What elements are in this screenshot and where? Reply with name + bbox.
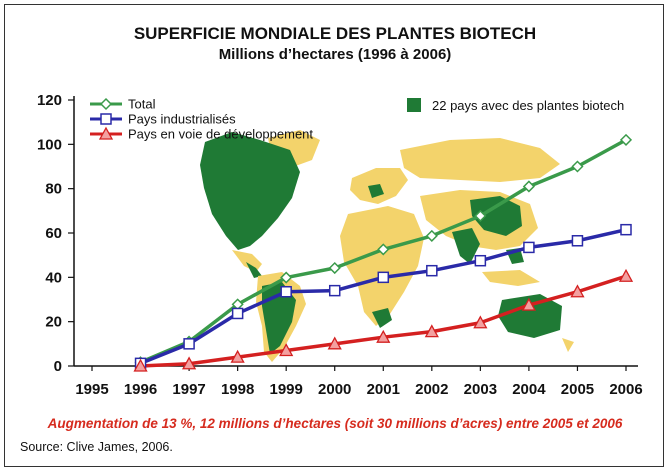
series-3-point <box>570 284 585 298</box>
series-3-point <box>424 324 439 338</box>
series-1-point <box>425 229 438 242</box>
axes: 0 20 40 60 80 100 120 1995 1996 1997 1998 1999 2000 2… <box>37 92 643 398</box>
source-note: Source: Clive James, 2006. <box>20 440 173 454</box>
series-2-point <box>523 241 535 254</box>
legend-label: Pays industrialisés <box>128 112 236 127</box>
y-tick-label: 60 <box>45 225 62 242</box>
chart-subtitle: Millions d’hectares (1996 à 2006) <box>219 46 452 63</box>
series-3-point <box>376 329 391 343</box>
series-1-point <box>377 243 390 256</box>
series-3-point <box>230 349 245 363</box>
y-tick-label: 40 <box>45 269 62 286</box>
x-tick-label: 1996 <box>124 381 157 398</box>
footer-note: Augmentation de 13 %, 12 millions d’hect… <box>47 416 623 431</box>
chart-title: SUPERFICIE MONDIALE DES PLANTES BIOTECH <box>134 24 536 43</box>
series-3-point <box>521 297 537 311</box>
series-layer <box>133 133 634 372</box>
series-2-point <box>571 235 584 247</box>
series-2-point <box>474 254 487 267</box>
x-tick-label: 1997 <box>172 381 205 398</box>
x-tick-label: 2000 <box>318 381 351 398</box>
x-tick-label: 1999 <box>269 381 302 398</box>
legend-label: Pays en voie de développement <box>128 127 313 142</box>
series-1-point <box>619 133 633 146</box>
series-2-point <box>377 271 390 284</box>
x-tick-label: 2002 <box>415 381 448 398</box>
annotation-text: 22 pays avec des plantes biotech <box>432 98 624 113</box>
x-tick-label: 1998 <box>221 381 254 398</box>
series-2-point <box>426 264 438 277</box>
series-3-point <box>473 315 488 329</box>
y-tick-label: 0 <box>54 358 62 375</box>
legend-marker <box>98 126 114 140</box>
x-tick-label: 2003 <box>464 381 497 398</box>
legend-label: Total <box>128 97 156 112</box>
world-map-image <box>200 130 574 362</box>
chart-frame <box>4 4 664 467</box>
series-2-point <box>280 285 292 298</box>
series-3-point <box>279 343 294 357</box>
annotation: 22 pays avec des plantes biotech <box>407 98 624 113</box>
series-1-point <box>474 209 487 222</box>
series-2-point <box>620 223 632 236</box>
series-2-point <box>183 338 195 350</box>
x-tick-label: 1995 <box>75 381 108 398</box>
series-1-point <box>571 160 584 173</box>
x-tick-label: 2005 <box>561 381 594 398</box>
y-tick-label: 20 <box>45 314 62 331</box>
series-1-point <box>328 261 341 275</box>
y-tick-label: 100 <box>37 136 62 153</box>
series-2-point <box>328 284 341 297</box>
series-3-point <box>133 358 148 372</box>
series-3-point <box>618 268 634 282</box>
series-2-point <box>231 307 244 320</box>
legend-marker <box>99 97 113 111</box>
series-3-point <box>181 356 197 370</box>
x-tick-label: 2001 <box>367 381 400 398</box>
annotation-swatch <box>407 98 421 112</box>
x-tick-label: 2004 <box>512 381 546 398</box>
y-tick-label: 120 <box>37 92 62 109</box>
series-3-point <box>327 336 342 350</box>
x-tick-label: 2006 <box>609 381 642 398</box>
y-tick-label: 80 <box>45 181 62 198</box>
series-1-point <box>522 180 535 193</box>
series-1-point <box>280 271 293 284</box>
legend-marker <box>100 113 112 125</box>
